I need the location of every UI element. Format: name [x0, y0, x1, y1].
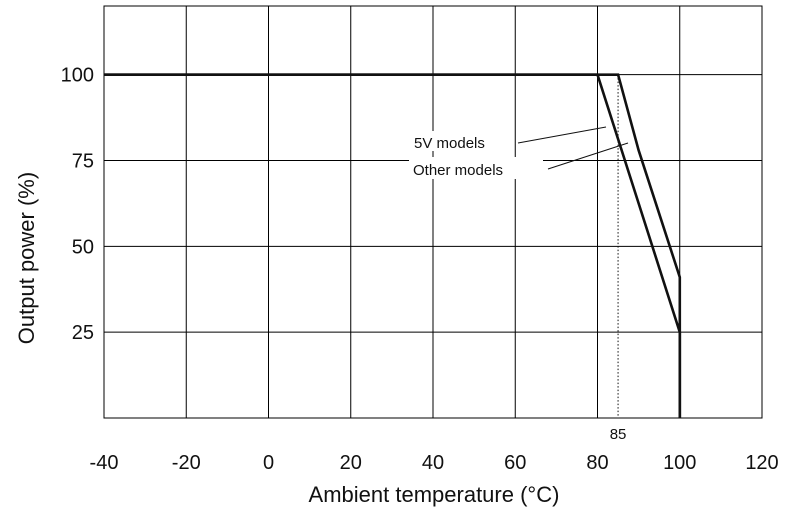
annotations-group: 5V models Other models	[409, 126, 629, 179]
series-line-1	[104, 73, 682, 418]
y-tick-labels: 25 50 75 100	[61, 65, 94, 344]
leader-line-5v	[517, 126, 607, 144]
x-tick-labels: -40 -20 0 20 40 60 80 100 120	[90, 452, 779, 474]
series-group	[104, 73, 682, 418]
x-tick-label: 40	[422, 452, 444, 474]
x-axis-title: Ambient temperature (°C)	[309, 482, 560, 507]
reference-line-group: 85	[610, 74, 627, 443]
y-tick-label: 75	[72, 151, 94, 173]
x-tick-label: 80	[586, 452, 608, 474]
label-bg-other	[409, 157, 543, 179]
reference-label-85: 85	[610, 426, 627, 443]
y-axis-title: Output power (%)	[14, 172, 39, 344]
x-tick-label: 120	[745, 452, 778, 474]
y-tick-label: 50	[72, 236, 94, 258]
x-tick-label: 0	[263, 452, 274, 474]
series-label-5v: 5V models	[414, 135, 485, 152]
x-tick-label: -20	[172, 452, 201, 474]
y-tick-label: 100	[61, 65, 94, 87]
grid	[103, 5, 763, 419]
x-tick-label: 60	[504, 452, 526, 474]
x-tick-label: 20	[340, 452, 362, 474]
y-tick-label: 25	[72, 322, 94, 344]
x-tick-label: 100	[663, 452, 696, 474]
series-label-other: Other models	[413, 162, 503, 179]
x-tick-label: -40	[90, 452, 119, 474]
label-bg-5v	[412, 131, 514, 151]
leader-line-other	[547, 142, 629, 170]
